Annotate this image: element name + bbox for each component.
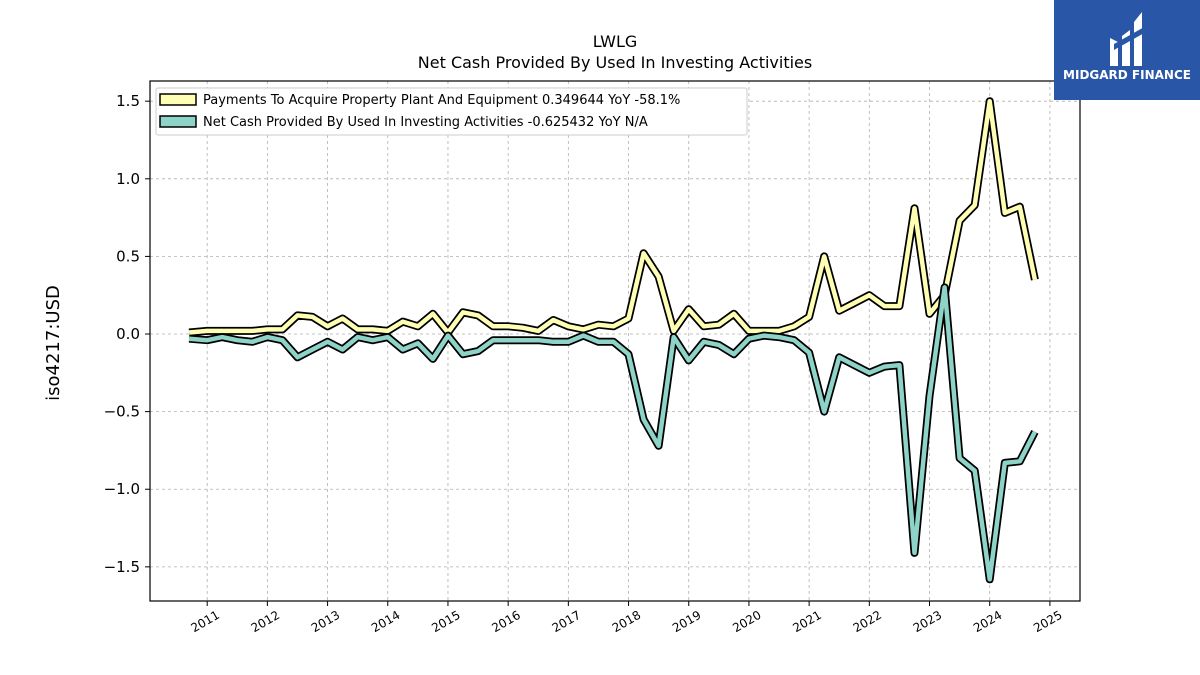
- x-tick-label: 2020: [730, 608, 763, 635]
- x-tick-label: 2014: [369, 608, 402, 635]
- x-tick-label: 2023: [911, 608, 944, 635]
- logo-mark-icon: [1110, 12, 1146, 66]
- series-line-0: [188, 98, 1038, 335]
- y-tick-label: 0.5: [116, 247, 140, 265]
- y-tick-label: −1.5: [104, 558, 140, 576]
- x-tick-label: 2013: [309, 608, 342, 635]
- y-tick-label: 1.0: [116, 170, 140, 188]
- x-tick-label: 2019: [670, 608, 703, 635]
- x-tick-label: 2021: [790, 608, 823, 635]
- y-tick-label: 0.0: [116, 325, 140, 343]
- x-tick-label: 2022: [851, 608, 884, 635]
- y-tick-label: −0.5: [104, 403, 140, 421]
- x-tick-label: 2011: [188, 608, 221, 635]
- midgard-finance-logo: MIDGARD FINANCE: [1054, 0, 1200, 100]
- legend-box: [155, 87, 748, 136]
- x-tick-label: 2025: [1031, 608, 1064, 635]
- legend-entry-net-cash: Net Cash Provided By Used In Investing A…: [203, 115, 648, 130]
- chart-subtitle: Net Cash Provided By Used In Investing A…: [418, 53, 812, 72]
- x-tick-label: 2017: [550, 608, 583, 635]
- legend-entry-payments: Payments To Acquire Property Plant And E…: [203, 93, 680, 108]
- series-outline-0: [188, 97, 1039, 337]
- y-axis: −1.5 −1.0 −0.5 0.0 0.5 1.0 1.5: [104, 92, 150, 576]
- y-axis-label: iso4217:USD: [43, 285, 64, 401]
- series-outline-1: [188, 283, 1039, 584]
- y-tick-label: 1.5: [116, 92, 140, 110]
- x-tick-label: 2012: [249, 608, 282, 635]
- x-tick-label: 2018: [610, 608, 643, 635]
- x-tick-label: 2015: [429, 608, 462, 635]
- x-axis: 2011 2012 2013 2014 2015 2016 2017 2018 2019 2020…: [188, 601, 1065, 635]
- y-tick-label: −1.0: [104, 480, 140, 498]
- x-tick-label: 2016: [489, 608, 522, 635]
- legend: Payments To Acquire Property Plant And E…: [155, 87, 748, 136]
- plot-area: [149, 80, 1081, 602]
- series-line-1: [188, 285, 1037, 582]
- logo-text: MIDGARD FINANCE: [1063, 68, 1191, 82]
- legend-swatch-payments: [159, 93, 197, 106]
- legend-swatch-net-cash: [159, 115, 197, 128]
- chart-title: LWLG: [593, 32, 638, 51]
- series-lines: [188, 97, 1039, 584]
- x-tick-label: 2024: [971, 608, 1004, 635]
